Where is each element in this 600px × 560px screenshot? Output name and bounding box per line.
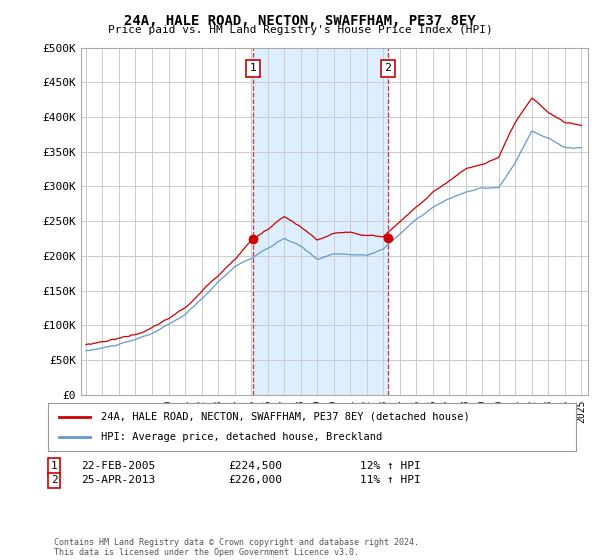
Text: 24A, HALE ROAD, NECTON, SWAFFHAM, PE37 8EY (detached house): 24A, HALE ROAD, NECTON, SWAFFHAM, PE37 8… [101,412,470,422]
Text: 25-APR-2013: 25-APR-2013 [81,475,155,486]
Text: 2: 2 [385,63,392,73]
Bar [253,48,388,395]
Text: £226,000: £226,000 [228,475,282,486]
Text: HPI: Average price, detached house, Breckland: HPI: Average price, detached house, Brec… [101,432,382,442]
Text: 1: 1 [250,63,257,73]
Text: £224,500: £224,500 [228,461,282,471]
Text: 2: 2 [50,475,58,486]
Text: 1: 1 [50,461,58,471]
Text: 12% ↑ HPI: 12% ↑ HPI [360,461,421,471]
Text: Contains HM Land Registry data © Crown copyright and database right 2024.
This d: Contains HM Land Registry data © Crown c… [54,538,419,557]
Text: 22-FEB-2005: 22-FEB-2005 [81,461,155,471]
Text: 24A, HALE ROAD, NECTON, SWAFFHAM, PE37 8EY: 24A, HALE ROAD, NECTON, SWAFFHAM, PE37 8… [124,14,476,28]
Text: 11% ↑ HPI: 11% ↑ HPI [360,475,421,486]
Text: Price paid vs. HM Land Registry's House Price Index (HPI): Price paid vs. HM Land Registry's House … [107,25,493,35]
